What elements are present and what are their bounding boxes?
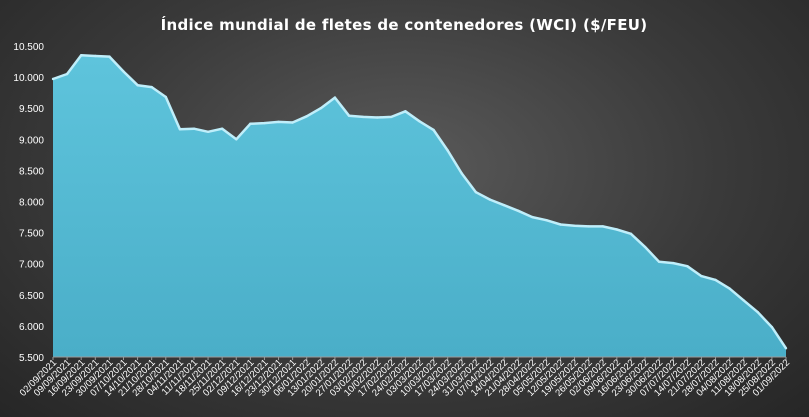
data-point (432, 128, 435, 132)
data-point (361, 115, 365, 119)
data-point (390, 115, 393, 119)
y-tick-label: 6.500 (19, 291, 44, 302)
data-point (51, 77, 55, 81)
data-point (221, 127, 224, 130)
y-tick-label: 7.000 (19, 260, 44, 271)
data-point (122, 70, 125, 73)
data-point (333, 96, 337, 99)
y-tick-label: 9.500 (19, 104, 44, 115)
data-point (488, 198, 492, 201)
y-tick-label: 7.500 (19, 229, 44, 240)
data-point (277, 120, 280, 124)
data-point (531, 215, 534, 219)
area-fill (53, 55, 786, 358)
y-tick-label: 5.500 (19, 353, 44, 364)
data-point (446, 149, 449, 152)
data-point (206, 130, 210, 133)
data-point (629, 232, 633, 235)
data-point (615, 228, 618, 231)
chart-title: Índice mundial de fletes de contenedores… (161, 15, 648, 34)
data-point (178, 128, 182, 131)
data-point (517, 209, 520, 212)
y-tick-label: 10.000 (13, 73, 44, 84)
data-point (714, 278, 717, 282)
data-point (784, 347, 788, 350)
data-point (770, 325, 774, 329)
data-point (319, 107, 322, 110)
data-point (347, 114, 351, 117)
data-point (502, 204, 506, 207)
data-point (150, 85, 153, 89)
data-point (460, 172, 463, 175)
data-point (249, 122, 252, 126)
x-axis-ticks: 02/09/202109/09/202116/09/202123/09/2021… (18, 357, 792, 399)
data-point (136, 84, 139, 87)
data-point (164, 95, 167, 99)
data-point (94, 54, 97, 58)
y-tick-label: 10.500 (13, 42, 44, 53)
data-point (474, 191, 478, 194)
data-point (742, 299, 745, 302)
data-point (672, 261, 675, 265)
data-point (657, 260, 661, 263)
y-tick-label: 6.000 (19, 322, 44, 333)
data-point (643, 245, 647, 249)
data-point (404, 110, 407, 113)
data-point (305, 115, 308, 118)
data-point (573, 224, 576, 227)
data-point (418, 120, 421, 123)
y-axis-ticks: 5.500 6.000 6.500 7.000 7.500 8.000 8.500 9.000… (13, 42, 44, 364)
area-series (51, 54, 788, 358)
data-point (235, 138, 238, 141)
data-point (587, 225, 590, 228)
data-point (108, 55, 111, 58)
data-point (263, 121, 266, 125)
data-point (291, 121, 294, 124)
data-point (686, 265, 689, 268)
data-point (80, 54, 83, 57)
data-point (545, 219, 548, 222)
y-tick-label: 8.500 (19, 166, 44, 177)
data-point (601, 225, 604, 228)
data-point (559, 223, 562, 226)
y-tick-label: 8.000 (19, 198, 44, 209)
data-point (192, 127, 196, 130)
data-point (728, 287, 731, 290)
data-point (756, 311, 759, 314)
y-tick-label: 9.000 (19, 135, 44, 146)
data-point (65, 72, 69, 76)
data-point (376, 116, 379, 119)
data-point (700, 274, 703, 278)
